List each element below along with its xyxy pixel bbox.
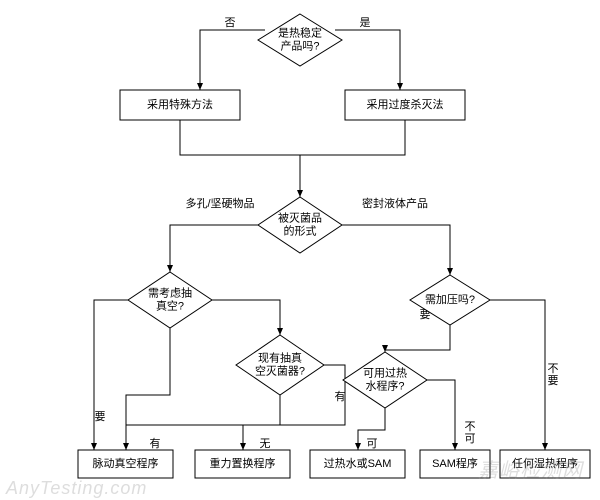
edge (212, 300, 280, 335)
node-label: 空灭菌器? (255, 363, 305, 377)
node-label: 产品吗? (280, 38, 319, 52)
edge (180, 120, 300, 197)
edge-label: 不 (548, 363, 559, 375)
node-label: 采用过度杀灭法 (367, 97, 444, 111)
edge (342, 225, 450, 275)
node-label: 需加压吗? (425, 293, 475, 306)
node-label: 是热稳定 (278, 25, 322, 39)
node-label: 被灭菌品 (278, 211, 322, 224)
edge (126, 328, 170, 450)
edge-label: 有 (335, 389, 346, 403)
edge (170, 225, 258, 272)
node-label: 真空? (156, 298, 184, 312)
node-label: 可用过热 (363, 366, 407, 379)
edge-label: 密封液体产品 (362, 196, 428, 210)
flowchart-canvas: 否是多孔/坚硬物品密封液体产品有要无有要不要可不可是热稳定产品吗?被灭菌品的形式… (0, 0, 600, 500)
node-label: 过热水或SAM (324, 457, 392, 470)
node-label: SAM程序 (432, 456, 478, 470)
node-label: 脉动真空程序 (93, 456, 159, 470)
edge (335, 30, 400, 90)
edge (300, 120, 405, 155)
edge (427, 380, 455, 450)
node-label: 需考虑抽 (148, 285, 192, 299)
edge (200, 30, 265, 90)
edge (94, 300, 128, 450)
edge-label: 要 (95, 410, 106, 423)
node-label: 水程序? (365, 378, 404, 392)
edge-label: 否 (225, 17, 236, 29)
edge-label: 是 (360, 16, 371, 29)
edge-label: 可 (367, 438, 378, 450)
node-label: 重力置换程序 (210, 456, 276, 470)
edge-label: 要 (548, 374, 559, 387)
node-label: 现有抽真 (258, 350, 302, 364)
edge-label: 多孔/坚硬物品 (185, 196, 254, 210)
node-label: 的形式 (284, 223, 317, 237)
edge-label: 不 (465, 421, 476, 433)
edge (385, 325, 450, 352)
edge-label: 可 (465, 433, 476, 445)
node-label: 采用特殊方法 (147, 97, 213, 111)
edge-label: 有 (150, 436, 161, 450)
node-label: 任何湿热程序 (512, 456, 578, 470)
edge (490, 300, 545, 450)
edge-label: 无 (260, 438, 271, 450)
